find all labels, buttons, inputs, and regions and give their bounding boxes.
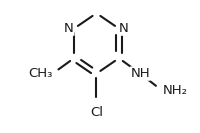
Text: Cl: Cl	[90, 106, 103, 119]
Text: NH: NH	[130, 67, 150, 80]
Text: N: N	[64, 22, 74, 35]
Text: N: N	[119, 22, 129, 35]
Text: CH₃: CH₃	[28, 67, 53, 80]
Text: NH₂: NH₂	[163, 84, 188, 97]
